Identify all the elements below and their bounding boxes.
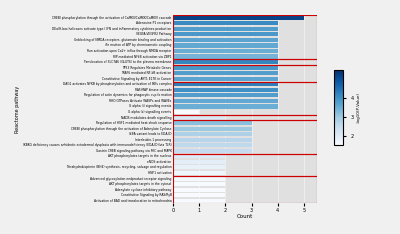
- Bar: [173, 99, 278, 103]
- Bar: [173, 88, 278, 92]
- Bar: [173, 66, 278, 70]
- Bar: [173, 154, 225, 158]
- Bar: [173, 81, 317, 115]
- Bar: [173, 182, 225, 186]
- Bar: [173, 27, 278, 31]
- Bar: [173, 15, 317, 59]
- Bar: [173, 82, 278, 86]
- Bar: [173, 160, 225, 164]
- Y-axis label: Reactome pathway: Reactome pathway: [15, 86, 20, 133]
- Bar: [173, 32, 278, 37]
- Bar: [173, 38, 278, 42]
- Bar: [173, 49, 278, 53]
- Bar: [173, 21, 278, 26]
- Bar: [173, 171, 225, 175]
- Bar: [173, 110, 199, 114]
- Bar: [173, 193, 225, 197]
- Bar: [173, 55, 278, 59]
- Bar: [173, 115, 225, 120]
- Bar: [173, 60, 278, 64]
- Bar: [173, 154, 317, 176]
- Bar: [173, 59, 317, 65]
- Bar: [173, 176, 225, 181]
- Bar: [173, 176, 317, 203]
- Bar: [173, 65, 317, 81]
- Bar: [173, 121, 252, 125]
- Bar: [173, 120, 317, 154]
- Bar: [173, 138, 252, 142]
- Bar: [173, 127, 252, 131]
- Y-axis label: -log10(P-Value): -log10(P-Value): [356, 92, 360, 123]
- Bar: [173, 43, 278, 48]
- Bar: [173, 77, 278, 81]
- Bar: [173, 16, 304, 20]
- Bar: [173, 143, 252, 147]
- Bar: [173, 93, 278, 97]
- Bar: [173, 104, 278, 109]
- Bar: [173, 165, 225, 169]
- Bar: [173, 115, 317, 120]
- Bar: [173, 149, 252, 153]
- Bar: [173, 71, 278, 75]
- Bar: [173, 199, 225, 203]
- Bar: [173, 132, 252, 136]
- X-axis label: Count: Count: [237, 214, 253, 219]
- Bar: [173, 187, 225, 192]
